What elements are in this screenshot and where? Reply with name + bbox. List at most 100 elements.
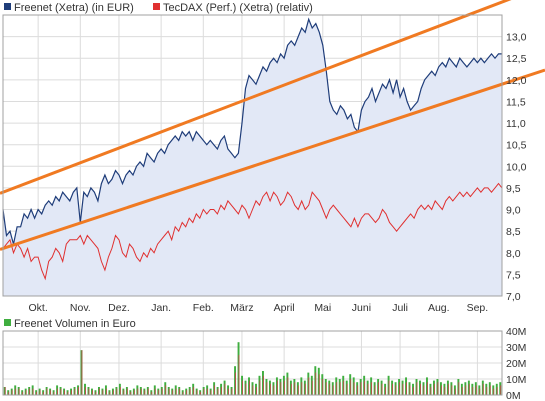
volume-bar-overlay <box>315 372 317 395</box>
volume-bar-overlay <box>378 382 379 395</box>
volume-bar-overlay <box>98 388 100 395</box>
main-x-tick-label: April <box>274 302 295 314</box>
main-x-tick-label: Jan. <box>151 302 171 314</box>
volume-bar-overlay <box>43 391 44 395</box>
volume-bar-overlay <box>228 388 229 395</box>
legend-swatch-tecdax <box>153 3 160 10</box>
volume-bar-overlay <box>60 388 62 395</box>
volume-bar-overlay <box>126 388 128 395</box>
volume-bar-overlay <box>168 388 170 395</box>
volume-bar <box>160 387 163 395</box>
volume-bar <box>115 387 118 395</box>
volume-bar-overlay <box>46 388 48 395</box>
volume-bar-overlay <box>311 380 313 395</box>
volume-bar-overlay <box>454 388 456 395</box>
volume-bar-overlay <box>95 391 97 395</box>
volume-bar-overlay <box>426 382 428 395</box>
volume-y-tick-label: 40M <box>506 326 526 338</box>
volume-bar-overlay <box>290 383 292 395</box>
volume-bar-overlay <box>325 382 327 395</box>
volume-bar-overlay <box>133 390 135 395</box>
volume-y-tick-label: 0M <box>506 390 521 401</box>
legend-label-tecdax: TecDAX (Perf.) (Xetra) (relativ) <box>163 2 313 14</box>
volume-bar-overlay <box>500 385 502 395</box>
volume-bar-overlay <box>74 388 76 395</box>
main-y-axis: 7,0 7,5 8,0 8,5 9,0 9,5 10,0 10,5 11,0 11,5 12,0 12… <box>506 32 527 303</box>
volume-bar-overlay <box>158 390 160 395</box>
volume-bar-overlay <box>161 388 163 395</box>
volume-bar-overlay <box>402 383 404 395</box>
volume-bar-overlay <box>78 387 79 395</box>
volume-bar-overlay <box>350 379 352 395</box>
volume-bar-overlay <box>71 390 72 395</box>
volume-bar-overlay <box>381 383 383 395</box>
volume-bar <box>35 390 38 395</box>
volume-bar-overlay <box>360 382 362 395</box>
volume-bar-overlay <box>423 385 425 395</box>
volume-bar-overlay <box>29 388 31 395</box>
volume-bar <box>59 387 62 395</box>
volume-bar-overlay <box>249 380 250 395</box>
volume-bar-overlay <box>364 380 366 395</box>
volume-bar-overlay <box>18 388 20 395</box>
volume-bar-overlay <box>420 383 421 395</box>
volume-bar-overlay <box>294 382 296 395</box>
volume-bar-overlay <box>266 382 268 395</box>
volume-bar-overlay <box>399 382 400 395</box>
volume-bar-overlay <box>440 385 442 395</box>
main-y-tick-label: 7,5 <box>506 269 521 281</box>
volume-bar-overlay <box>371 382 372 395</box>
volume-bar-overlay <box>280 382 282 395</box>
volume-bar-overlay <box>346 383 348 395</box>
volume-bar-overlay <box>105 388 107 395</box>
volume-bar <box>181 390 184 395</box>
volume-bar-overlay <box>221 387 222 395</box>
volume-y-tick-label: 20M <box>506 358 526 370</box>
volume-bar-overlay <box>53 391 55 395</box>
volume-bar-overlay <box>489 385 491 395</box>
legend-label-volume: Freenet Volumen in Euro <box>14 318 136 330</box>
volume-bar-overlay <box>353 382 355 395</box>
volume-bar <box>206 385 209 395</box>
volume-bar-overlay <box>182 391 184 395</box>
volume-bar-overlay <box>482 383 484 395</box>
volume-bar <box>150 390 153 395</box>
volume-bar-overlay <box>430 387 432 395</box>
volume-bar-overlay <box>189 388 191 395</box>
volume-bar-overlay <box>385 387 386 395</box>
main-x-tick-label: Nov. <box>70 302 91 314</box>
volume-bar <box>342 375 345 395</box>
volume-y-axis: 0M 10M 20M 30M 40M <box>506 326 526 401</box>
volume-bar-overlay <box>39 390 41 395</box>
main-y-tick-label: 11,0 <box>506 118 526 130</box>
main-x-tick-label: Feb. <box>193 302 214 314</box>
volume-bar-overlay <box>395 385 397 395</box>
volume-bar-overlay <box>196 390 198 395</box>
volume-bar-overlay <box>255 387 257 395</box>
freenet-area-fill <box>3 19 502 297</box>
volume-bar-overlay <box>276 380 278 395</box>
volume-bar-overlay <box>262 375 264 395</box>
volume-bar <box>143 388 146 395</box>
volume-bar-overlay <box>245 383 247 395</box>
volume-bar-overlay <box>343 380 345 395</box>
volume-bar-overlay <box>207 388 208 395</box>
volume-bar-overlay <box>447 383 449 395</box>
main-x-tick-label: Okt. <box>29 302 48 314</box>
volume-bar-overlay <box>186 390 188 395</box>
main-plot-area: 7,0 7,5 8,0 8,5 9,0 9,5 10,0 10,5 11,0 11,5 12,0 12… <box>0 0 545 314</box>
volume-bar-overlay <box>283 380 285 395</box>
volume-bar-overlay <box>468 383 470 395</box>
volume-bar-overlay <box>85 387 86 395</box>
volume-bar-overlay <box>388 380 390 395</box>
volume-bar-overlay <box>486 387 488 395</box>
freenet-series-line <box>2 17 502 245</box>
volume-bar-overlay <box>112 390 114 395</box>
volume-bar-overlay <box>238 355 240 395</box>
volume-legend: Freenet Volumen in Euro <box>4 318 136 330</box>
main-legend: Freenet (Xetra) (in EUR) TecDAX (Perf.) … <box>4 2 313 14</box>
main-plot-frame <box>2 14 503 297</box>
volume-bar-overlay <box>304 383 306 395</box>
main-y-tick-label: 7,0 <box>506 291 521 303</box>
